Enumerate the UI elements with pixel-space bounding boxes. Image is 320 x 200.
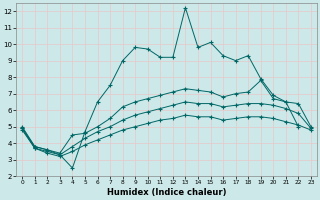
X-axis label: Humidex (Indice chaleur): Humidex (Indice chaleur) [107, 188, 226, 197]
